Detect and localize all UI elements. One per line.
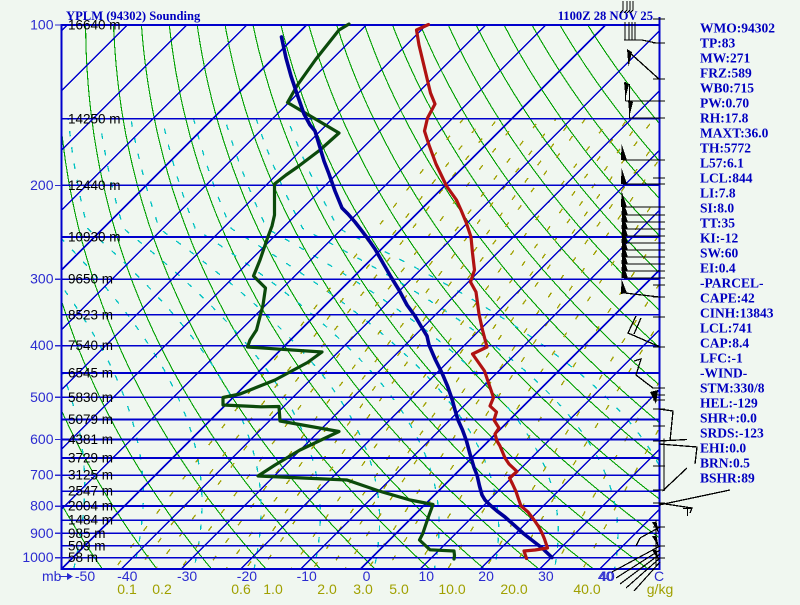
svg-text:EI:0.4: EI:0.4: [700, 261, 736, 276]
svg-text:BRN:0.5: BRN:0.5: [700, 456, 750, 471]
svg-text:CINH:13843: CINH:13843: [700, 306, 774, 321]
svg-text:-PARCEL-: -PARCEL-: [700, 276, 764, 291]
svg-text:200: 200: [30, 177, 54, 193]
svg-text:0.1: 0.1: [117, 581, 137, 597]
svg-text:LCL:844: LCL:844: [700, 171, 753, 186]
svg-text:TH:5772: TH:5772: [700, 141, 751, 156]
svg-text:3125 m: 3125 m: [68, 468, 113, 483]
svg-text:-10: -10: [297, 568, 317, 584]
svg-text:WMO:94302: WMO:94302: [700, 21, 775, 36]
svg-text:CAPE:42: CAPE:42: [700, 291, 755, 306]
svg-text:SHR+:0.0: SHR+:0.0: [700, 411, 757, 426]
svg-text:300: 300: [30, 271, 54, 287]
svg-text:LCL:741: LCL:741: [700, 321, 753, 336]
svg-text:1100Z 28 NOV 25: 1100Z 28 NOV 25: [558, 9, 653, 23]
svg-text:700: 700: [30, 467, 54, 483]
svg-text:g/kg: g/kg: [647, 581, 673, 597]
svg-text:10.0: 10.0: [438, 581, 465, 597]
svg-text:6545 m: 6545 m: [68, 366, 113, 381]
svg-text:MW:271: MW:271: [700, 51, 750, 66]
svg-text:800: 800: [30, 498, 54, 514]
svg-text:EHI:0.0: EHI:0.0: [700, 441, 746, 456]
svg-text:9650 m: 9650 m: [68, 272, 113, 287]
svg-text:5079 m: 5079 m: [68, 412, 113, 427]
svg-text:3729 m: 3729 m: [68, 451, 113, 466]
svg-text:58 m: 58 m: [68, 550, 98, 565]
svg-text:FRZ:589: FRZ:589: [700, 66, 752, 81]
svg-text:900: 900: [30, 525, 54, 541]
svg-text:-WIND-: -WIND-: [700, 366, 747, 381]
svg-text:SRDS:-123: SRDS:-123: [700, 426, 764, 441]
svg-text:0.6: 0.6: [231, 581, 251, 597]
svg-text:2547 m: 2547 m: [68, 484, 113, 499]
svg-text:8523 m: 8523 m: [68, 307, 113, 322]
svg-text:4381 m: 4381 m: [68, 432, 113, 447]
svg-text:30: 30: [538, 568, 554, 584]
svg-text:40.0: 40.0: [573, 581, 600, 597]
svg-text:LFC:-1: LFC:-1: [700, 351, 743, 366]
svg-text:BSHR:89: BSHR:89: [700, 471, 755, 486]
svg-text:7540 m: 7540 m: [68, 338, 113, 353]
svg-text:mb: mb: [42, 568, 62, 584]
svg-text:L57:6.1: L57:6.1: [700, 156, 744, 171]
svg-text:5.0: 5.0: [389, 581, 409, 597]
svg-text:STM:330/8: STM:330/8: [700, 381, 765, 396]
svg-text:10930 m: 10930 m: [68, 230, 121, 245]
svg-text:CAP:8.4: CAP:8.4: [700, 336, 749, 351]
svg-text:2004 m: 2004 m: [68, 499, 113, 514]
svg-text:1000: 1000: [22, 549, 53, 565]
svg-text:MAXT:36.0: MAXT:36.0: [700, 126, 769, 141]
svg-text:TT:35: TT:35: [700, 216, 735, 231]
svg-text:20: 20: [478, 568, 494, 584]
svg-text:LI:7.8: LI:7.8: [700, 186, 736, 201]
svg-text:600: 600: [30, 431, 54, 447]
svg-text:5830 m: 5830 m: [68, 390, 113, 405]
svg-text:SW:60: SW:60: [700, 246, 739, 261]
svg-text:PW:0.70: PW:0.70: [700, 96, 749, 111]
svg-text:-30: -30: [177, 568, 197, 584]
svg-text:10: 10: [419, 568, 435, 584]
svg-text:12440 m: 12440 m: [68, 178, 121, 193]
svg-text:2.0: 2.0: [317, 581, 337, 597]
svg-text:YPLM (94302) Sounding: YPLM (94302) Sounding: [66, 9, 201, 23]
svg-text:KI:-12: KI:-12: [700, 231, 738, 246]
svg-text:40: 40: [599, 568, 615, 584]
svg-text:1.0: 1.0: [263, 581, 283, 597]
svg-text:TP:83: TP:83: [700, 36, 735, 51]
svg-text:20.0: 20.0: [500, 581, 527, 597]
svg-text:WB0:715: WB0:715: [700, 81, 754, 96]
svg-text:0.2: 0.2: [152, 581, 172, 597]
svg-text:RH:17.8: RH:17.8: [700, 111, 749, 126]
svg-text:14250 m: 14250 m: [68, 111, 121, 126]
svg-text:SI:8.0: SI:8.0: [700, 201, 734, 216]
svg-text:HEL:-129: HEL:-129: [700, 396, 758, 411]
svg-text:-50: -50: [75, 568, 95, 584]
svg-text:3.0: 3.0: [353, 581, 373, 597]
svg-text:500: 500: [30, 389, 54, 405]
svg-text:100: 100: [30, 17, 54, 33]
svg-text:400: 400: [30, 337, 54, 353]
